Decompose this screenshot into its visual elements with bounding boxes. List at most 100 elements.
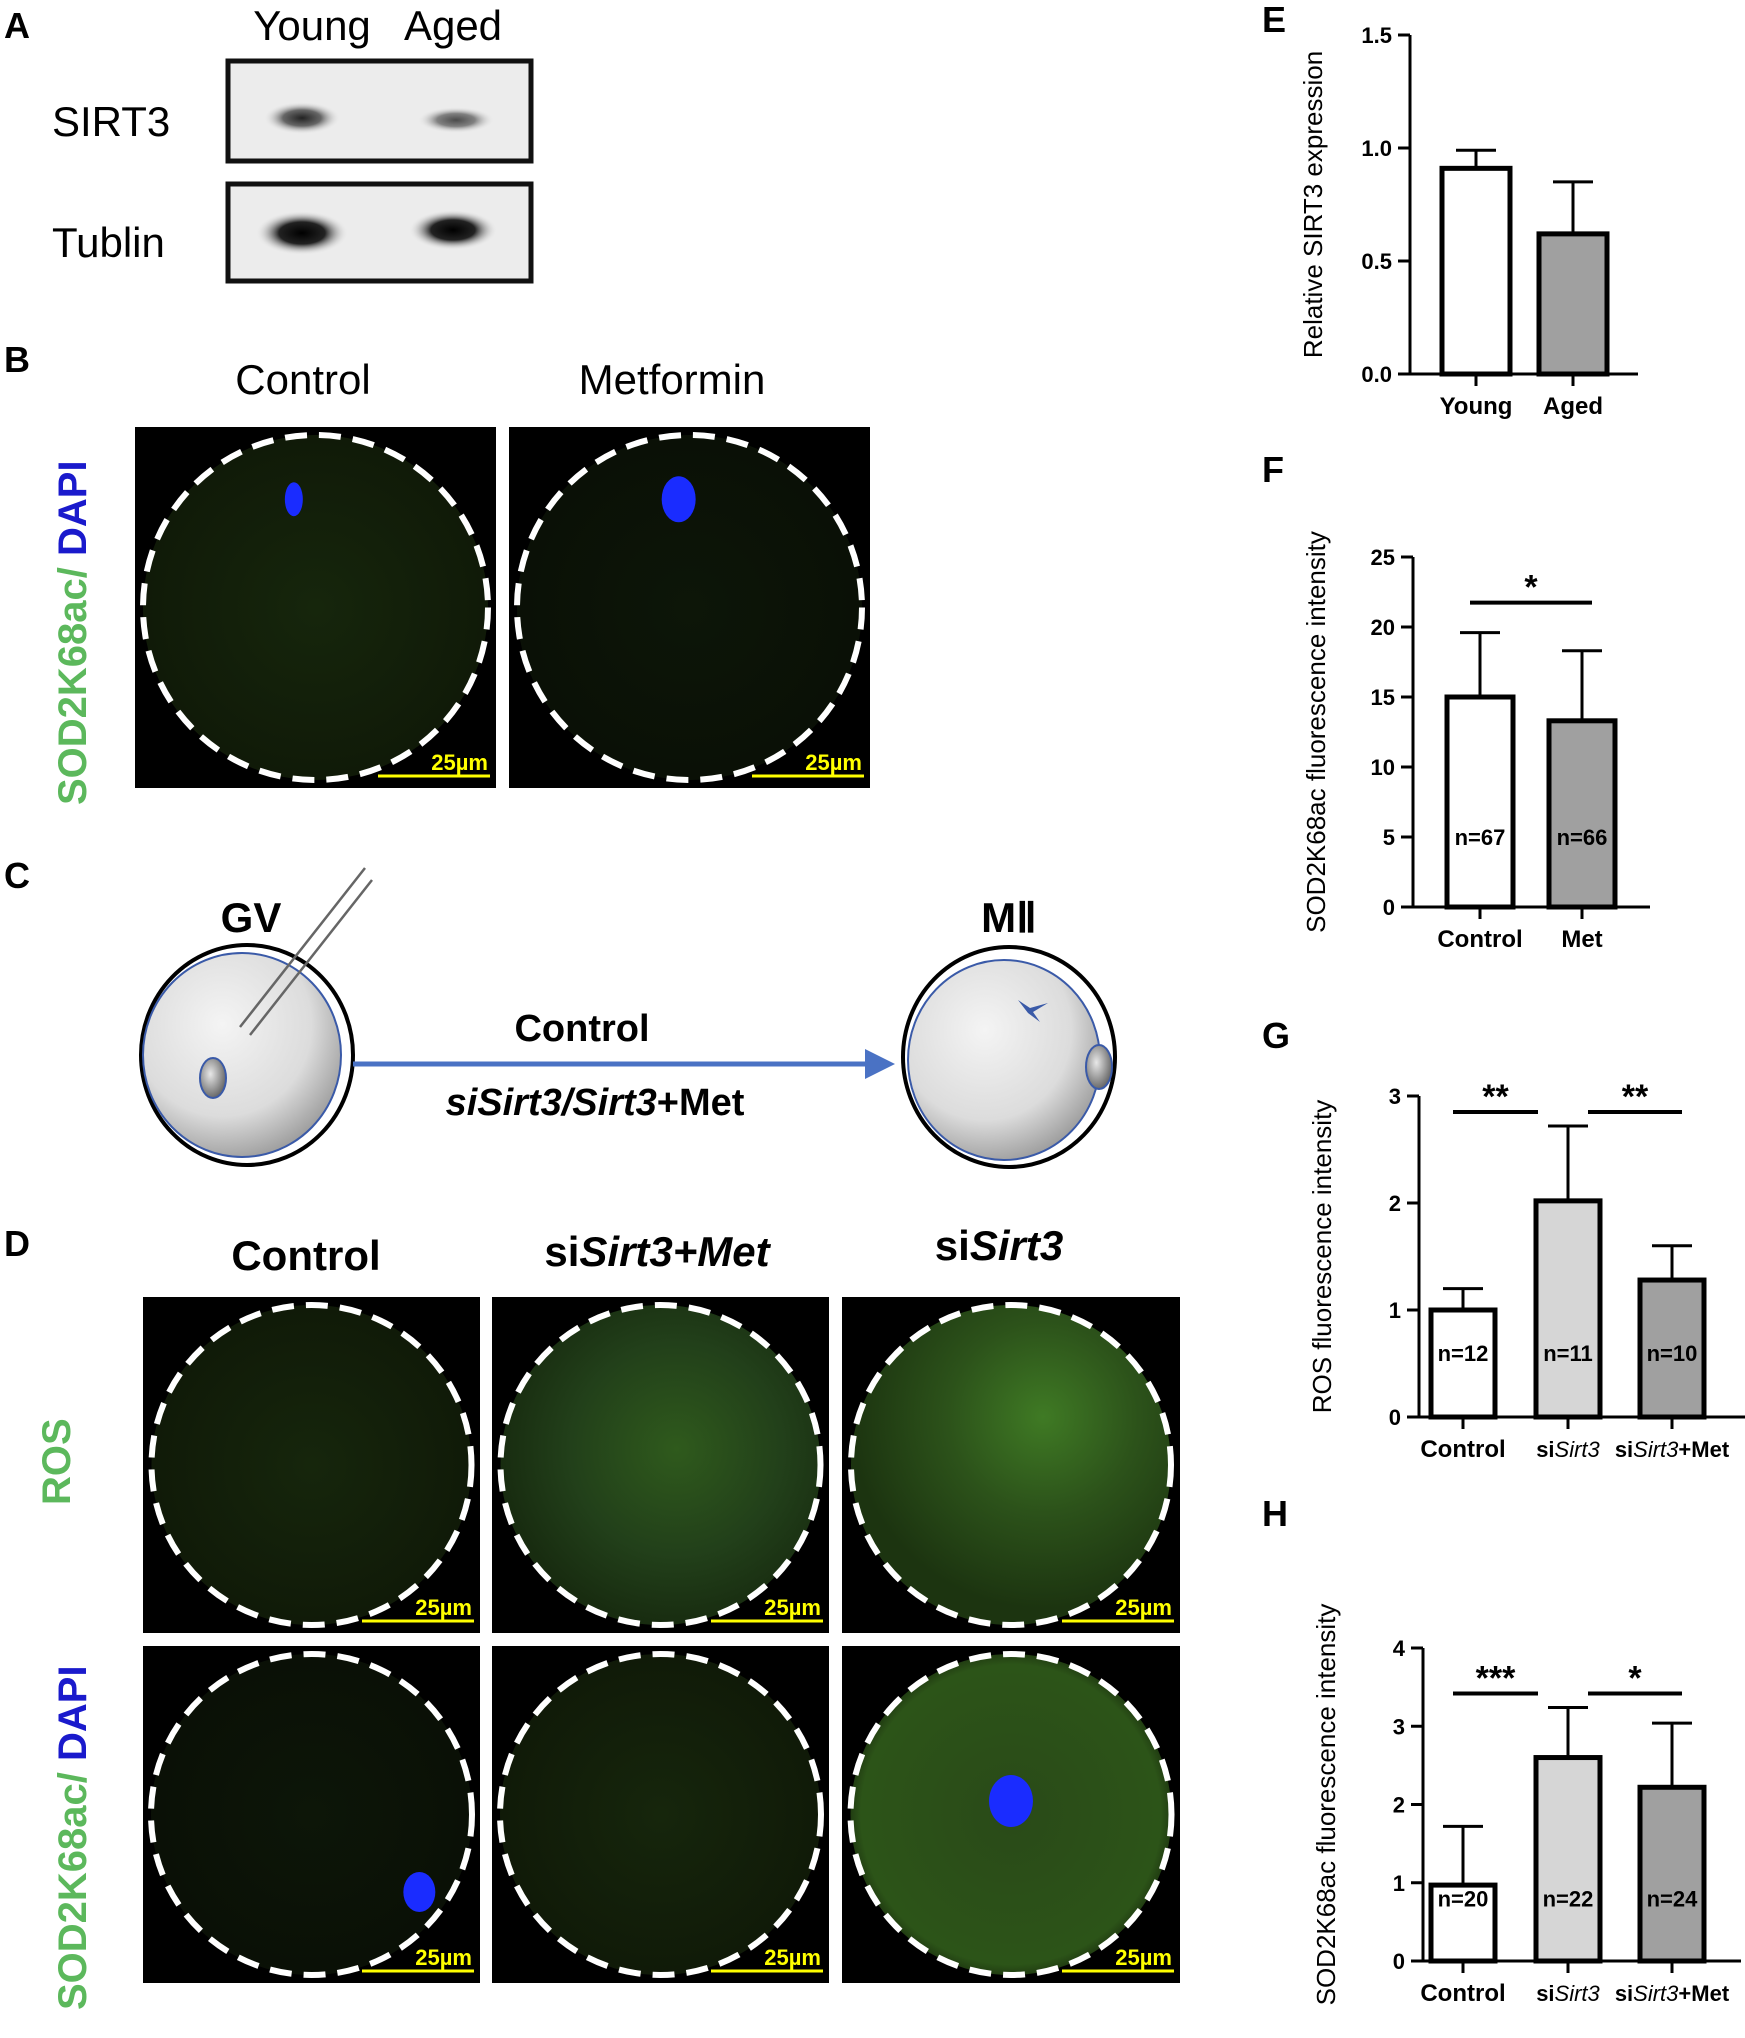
significance-label: ** xyxy=(1482,1078,1509,1116)
injection-needle-line xyxy=(249,879,373,1036)
blot-col-young: Young xyxy=(253,2,371,49)
panel-d-row-sod: SOD2K68ac/ DAPI xyxy=(51,1665,95,2010)
gv-oocyte xyxy=(142,952,342,1158)
bar-siSirt3+Met xyxy=(1637,1784,1707,1964)
panel-d-col-sisirt3-met: siSirt3+Met xyxy=(544,1228,771,1275)
panel-b-row-label: SOD2K68ac/ DAPI xyxy=(51,460,95,805)
band-sirt3-aged xyxy=(418,107,494,133)
x-tick-label: siSirt3+Met xyxy=(1615,1981,1730,2006)
micrograph-b-control: 25µm xyxy=(135,427,496,788)
oocyte-outline-dashed xyxy=(497,1302,824,1628)
y-axis-label: SOD2K68ac fluorescence intensity xyxy=(1311,1604,1341,2006)
blot-row-tublin: Tublin xyxy=(52,219,165,266)
blot-col-aged: Aged xyxy=(404,2,502,49)
oocyte-outline-dashed xyxy=(848,1302,1174,1628)
dapi-chromosome xyxy=(661,476,696,523)
y-tick-label: 1.5 xyxy=(1361,23,1392,48)
bar-chart-h: 0 1 2 3 4 SOD2K68ac fluorescence intensity Con… xyxy=(1311,1604,1741,2007)
panel-d-images: Control siSirt3+Met siSirt3 ROS SOD2K68a… xyxy=(35,1222,1180,2010)
dapi-chromosome xyxy=(403,1872,436,1913)
bar-charts: 0.0 0.5 1.0 1.5 Relative SIRT3 expression You… xyxy=(1298,23,1745,2007)
stage-gv: GV xyxy=(221,894,282,941)
scale-bar-label: 25µm xyxy=(415,1945,472,1970)
panel-b-images: Control Metformin SOD2K68ac/ DAPI 25µm 2… xyxy=(51,356,870,805)
oocyte-outline-dashed xyxy=(847,1651,1175,1978)
n-label: n=67 xyxy=(1455,825,1506,850)
oocyte-outline-dashed xyxy=(514,432,865,783)
panel-b-col-control: Control xyxy=(235,356,370,403)
x-tick-label: Control xyxy=(1437,926,1522,953)
y-tick-label: 1.0 xyxy=(1361,136,1392,161)
n-label: n=10 xyxy=(1647,1341,1698,1366)
micrograph-sod-control: 25µm xyxy=(143,1646,480,1983)
oocyte-fluorescence xyxy=(500,1305,821,1625)
x-tick-label: Young xyxy=(1440,393,1513,420)
stage-mii: MⅡ xyxy=(981,894,1037,941)
oocyte-fluorescence xyxy=(500,1654,821,1975)
bar-chart-g: 0 1 2 3 ROS fluorescence intensity Control n=1… xyxy=(1307,1078,1745,1463)
oocyte-fluorescence xyxy=(143,435,488,780)
band-sirt3-young xyxy=(264,102,340,134)
oocyte-fluorescence xyxy=(151,1305,472,1625)
blot-row-sirt3: SIRT3 xyxy=(52,98,170,145)
scale-bar-label: 25µm xyxy=(764,1945,821,1970)
oocyte-outline-dashed xyxy=(148,1302,475,1628)
micrograph-sod-sisirt3-met: 25µm xyxy=(492,1646,829,1983)
bar-Met xyxy=(1546,718,1618,910)
bar-siSirt3 xyxy=(1533,1755,1603,1964)
panel-label-h: H xyxy=(1262,1493,1288,1534)
y-tick-label: 2 xyxy=(1389,1191,1401,1216)
x-tick-label: siSirt3 xyxy=(1536,1981,1600,2006)
panel-b-col-metformin: Metformin xyxy=(579,356,766,403)
n-label: n=20 xyxy=(1438,1886,1489,1911)
y-tick-label: 15 xyxy=(1371,685,1395,710)
panel-label-f: F xyxy=(1262,449,1284,490)
scale-bar-label: 25µm xyxy=(1115,1945,1172,1970)
mii-oocyte xyxy=(907,959,1101,1161)
n-label: n=66 xyxy=(1557,825,1608,850)
x-tick-label: siSirt3 xyxy=(1536,1437,1600,1462)
y-tick-label: 1 xyxy=(1389,1298,1401,1323)
panel-label-a: A xyxy=(4,5,30,46)
panel-label-c: C xyxy=(4,855,30,896)
band-tublin-young xyxy=(256,211,348,255)
arrow-label-control: Control xyxy=(514,1008,649,1050)
x-tick-label: Aged xyxy=(1543,393,1603,420)
bar-chart-f: 0 5 10 15 20 25 SOD2K68ac fluorescence intensi… xyxy=(1301,531,1650,953)
y-tick-label: 0.5 xyxy=(1361,249,1392,274)
y-tick-label: 25 xyxy=(1371,545,1395,570)
y-tick-label: 10 xyxy=(1371,755,1395,780)
panel-a-western-blot: Young Aged SIRT3 Tublin xyxy=(52,2,534,284)
y-axis-label: SOD2K68ac fluorescence intensity xyxy=(1301,531,1331,933)
panel-d-col-control: Control xyxy=(231,1232,380,1279)
oocyte-fluorescence xyxy=(151,1654,472,1975)
n-label: n=11 xyxy=(1543,1341,1593,1366)
y-tick-label: 0.0 xyxy=(1361,362,1392,387)
y-tick-label: 2 xyxy=(1393,1793,1405,1818)
micrograph-ros-sisirt3-met: 25µm xyxy=(492,1297,829,1633)
arrow-label-treatment: siSirt3/Sirt3+Met xyxy=(446,1082,745,1124)
gv-nucleus xyxy=(199,1057,227,1099)
oocyte-outline-dashed xyxy=(497,1651,824,1978)
polar-body xyxy=(1085,1044,1113,1090)
scale-bar-label: 25µm xyxy=(415,1595,472,1620)
panel-c-schematic: GV MⅡ Control siSirt3/Sirt3+Met xyxy=(139,867,1117,1169)
bar-Control xyxy=(1428,1882,1498,1964)
scale-bar-label: 25µm xyxy=(764,1595,821,1620)
panel-d-row-ros: ROS xyxy=(35,1418,79,1505)
scale-bar-label: 25µm xyxy=(431,750,488,775)
x-tick-label: siSirt3+Met xyxy=(1615,1437,1730,1462)
significance-label: *** xyxy=(1476,1659,1516,1697)
spindle-icon xyxy=(1018,1000,1048,1022)
bar-Aged xyxy=(1536,231,1610,377)
panel-label-d: D xyxy=(4,1223,30,1264)
panel-d-col-sisirt3: siSirt3 xyxy=(935,1222,1063,1269)
panel-label-b: B xyxy=(4,339,30,380)
significance-label: * xyxy=(1524,569,1538,607)
scale-bar-label: 25µm xyxy=(1115,1595,1172,1620)
y-tick-label: 20 xyxy=(1371,615,1395,640)
y-tick-label: 4 xyxy=(1393,1636,1406,1661)
significance-label: ** xyxy=(1622,1078,1649,1116)
panel-label-g: G xyxy=(1262,1015,1290,1056)
